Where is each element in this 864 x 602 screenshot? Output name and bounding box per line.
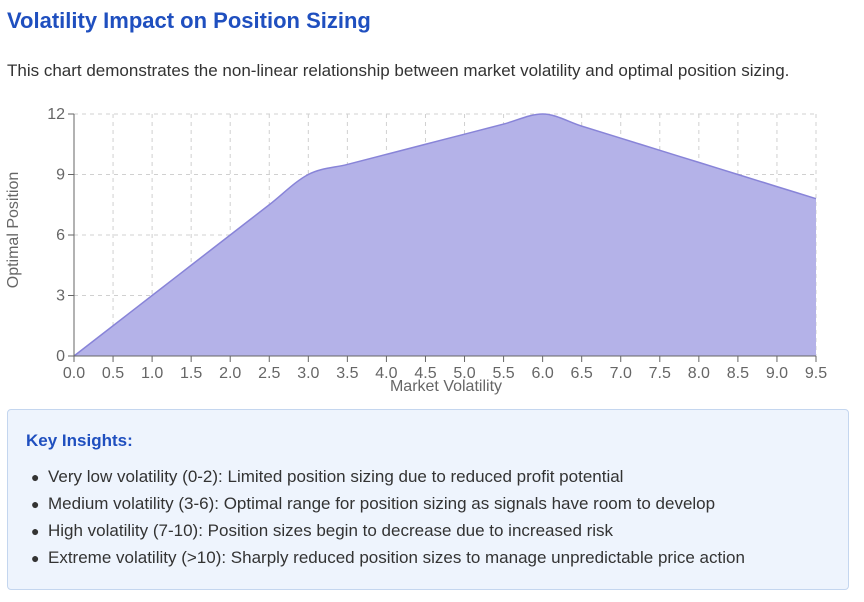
x-axis-label: Market Volatility	[390, 378, 502, 395]
area-chart: 0.0 0.5 1.0 1.5 2.0 2.5 3.0 3.5 4.0 4.5 5.0 5.5 6.0 6…	[5, 106, 827, 395]
x-tick-label: 3.5	[336, 365, 358, 382]
x-tick-label: 6.0	[532, 365, 554, 382]
bullet-icon: ●	[31, 550, 40, 566]
y-tick-label: 3	[56, 288, 65, 305]
x-tick-label: 1.0	[141, 365, 163, 382]
x-tick-label: 7.5	[649, 365, 671, 382]
x-tick-label: 9.0	[766, 365, 788, 382]
x-tick-label: 5.5	[492, 365, 514, 382]
x-tick-label: 7.0	[610, 365, 632, 382]
x-tick-label: 6.5	[571, 365, 593, 382]
insight-text: Extreme volatility (>10): Sharply reduce…	[48, 548, 745, 567]
x-tick-label: 2.5	[258, 365, 280, 382]
x-tick-label: 3.0	[297, 365, 319, 382]
insight-text: High volatility (7-10): Position sizes b…	[48, 521, 614, 540]
x-tick-label: 0.5	[102, 365, 124, 382]
series-line	[73, 113, 817, 357]
page-title: Volatility Impact on Position Sizing	[7, 8, 371, 33]
list-item: ● Very low volatility (0-2): Limited posi…	[8, 466, 745, 493]
bullet-icon: ●	[31, 469, 40, 485]
x-tick-label: 9.5	[805, 365, 827, 382]
x-tick-label: 5.0	[453, 365, 475, 382]
list-item: ● High volatility (7-10): Position sizes …	[8, 520, 745, 547]
x-tick-label: 8.5	[727, 365, 749, 382]
y-tick-label: 12	[47, 106, 65, 123]
x-tick-label: 8.0	[688, 365, 710, 382]
insight-text: Very low volatility (0-2): Limited posit…	[48, 467, 624, 486]
x-tick-label: 4.0	[375, 365, 397, 382]
key-insights-panel: Key Insights: ● Very low volatility (0-2)…	[7, 409, 849, 590]
y-tick-label: 0	[56, 348, 65, 365]
x-tick-label: 1.5	[180, 365, 202, 382]
x-tick-label: 4.5	[414, 365, 436, 382]
x-tick-label: 2.0	[219, 365, 241, 382]
key-insights-list: ● Very low volatility (0-2): Limited posi…	[8, 466, 745, 574]
list-item: ● Extreme volatility (>10): Sharply reduc…	[8, 547, 745, 574]
y-tick-label: 6	[56, 227, 65, 244]
bullet-icon: ●	[31, 496, 40, 512]
y-axis-label: Optimal Position	[5, 172, 22, 289]
x-tick-label: 0.0	[63, 365, 85, 382]
y-tick-label: 9	[56, 167, 65, 184]
insight-text: Medium volatility (3-6): Optimal range f…	[48, 494, 716, 513]
series-area	[74, 114, 816, 356]
key-insights-title: Key Insights:	[26, 431, 133, 450]
bullet-icon: ●	[31, 523, 40, 539]
chart-description: This chart demonstrates the non-linear r…	[7, 61, 790, 80]
list-item: ● Medium volatility (3-6): Optimal range …	[8, 493, 745, 520]
